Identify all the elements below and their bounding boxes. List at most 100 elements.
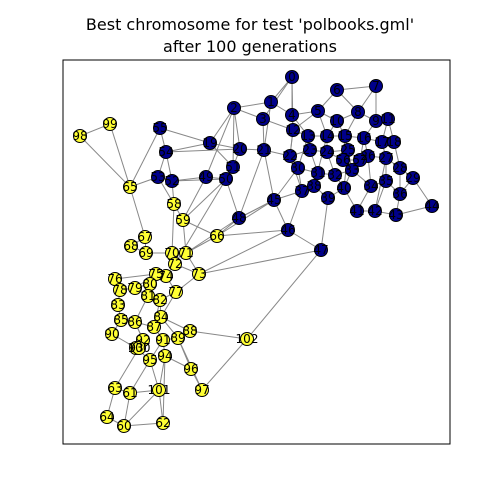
node-42 <box>368 204 382 218</box>
node-label-30: 30 <box>290 161 305 175</box>
node-1 <box>264 95 278 109</box>
node-14 <box>320 129 334 143</box>
node-6 <box>330 83 344 97</box>
node-label-1: 1 <box>267 95 275 109</box>
node-23 <box>303 143 317 157</box>
node-29 <box>406 171 420 185</box>
node-label-10: 10 <box>329 114 344 128</box>
node-85 <box>114 313 128 327</box>
node-label-102: 102 <box>236 332 259 346</box>
node-label-44: 44 <box>424 199 439 213</box>
edge-1-21 <box>263 101 272 151</box>
node-95 <box>143 353 157 367</box>
node-label-66: 66 <box>209 229 224 243</box>
node-12 <box>286 123 300 137</box>
node-label-3: 3 <box>259 112 267 126</box>
node-18 <box>387 135 401 149</box>
node-22 <box>283 149 297 163</box>
node-label-22: 22 <box>282 149 297 163</box>
node-label-58: 58 <box>166 197 181 211</box>
node-label-98: 98 <box>72 129 87 143</box>
node-label-96: 96 <box>183 362 198 376</box>
node-37 <box>295 184 309 198</box>
node-7 <box>369 79 383 93</box>
node-label-0: 0 <box>288 70 296 84</box>
node-35 <box>379 174 393 188</box>
node-86 <box>128 315 142 329</box>
node-label-61: 61 <box>122 386 137 400</box>
node-label-75: 75 <box>148 267 163 281</box>
node-label-5: 5 <box>314 104 322 118</box>
edge-21-48 <box>238 149 265 219</box>
edge-52-50 <box>171 178 227 182</box>
node-24 <box>320 145 334 159</box>
node-31 <box>311 166 325 180</box>
node-label-73: 73 <box>191 267 206 281</box>
node-label-70: 70 <box>164 246 179 260</box>
node-label-56: 56 <box>335 153 350 167</box>
node-8 <box>351 105 365 119</box>
node-label-71: 71 <box>178 246 193 260</box>
node-68 <box>124 239 138 253</box>
node-11 <box>381 112 395 126</box>
node-96 <box>184 362 198 376</box>
node-10 <box>330 114 344 128</box>
node-100 <box>132 341 146 355</box>
node-51 <box>226 160 240 174</box>
edge-97-102 <box>201 338 248 391</box>
edge-2-19 <box>209 107 235 144</box>
node-2 <box>227 101 241 115</box>
node-94 <box>158 349 172 363</box>
node-label-83: 83 <box>110 298 125 312</box>
node-27 <box>379 151 393 165</box>
node-38 <box>307 179 321 193</box>
node-label-84: 84 <box>153 310 168 324</box>
node-label-54: 54 <box>158 145 173 159</box>
node-label-77: 77 <box>168 285 183 299</box>
node-15 <box>338 129 352 143</box>
node-label-101: 101 <box>148 383 171 397</box>
edge-39-47 <box>320 197 329 251</box>
edge-88-102 <box>189 330 248 340</box>
node-78 <box>113 283 127 297</box>
node-label-79: 79 <box>127 281 142 295</box>
node-label-31: 31 <box>310 166 325 180</box>
node-30 <box>291 161 305 175</box>
node-89 <box>171 331 185 345</box>
node-label-48: 48 <box>231 211 246 225</box>
node-label-27: 27 <box>378 151 393 165</box>
node-label-81: 81 <box>140 289 155 303</box>
node-49 <box>199 170 213 184</box>
node-label-13: 13 <box>300 129 315 143</box>
node-label-93: 93 <box>128 341 143 355</box>
edge-2-51 <box>232 107 235 168</box>
node-label-78: 78 <box>112 283 127 297</box>
node-99 <box>103 117 117 131</box>
node-102 <box>240 332 254 346</box>
node-39 <box>321 191 335 205</box>
node-label-100: 100 <box>128 341 151 355</box>
node-label-87: 87 <box>146 320 161 334</box>
node-label-99: 99 <box>102 117 117 131</box>
node-label-80: 80 <box>142 277 157 291</box>
node-label-29: 29 <box>405 171 420 185</box>
node-65 <box>123 180 137 194</box>
node-label-38: 38 <box>306 179 321 193</box>
node-label-59: 59 <box>175 213 190 227</box>
node-label-4: 4 <box>288 108 296 122</box>
chart-title-line-2: after 100 generations <box>163 37 337 56</box>
node-20 <box>233 142 247 156</box>
node-45 <box>267 193 281 207</box>
node-label-67: 67 <box>137 230 152 244</box>
node-87 <box>147 320 161 334</box>
edge-49-2 <box>205 107 235 178</box>
node-72 <box>168 257 182 271</box>
node-label-45: 45 <box>266 193 281 207</box>
node-48 <box>232 211 246 225</box>
node-101 <box>152 383 166 397</box>
node-98 <box>73 129 87 143</box>
node-label-94: 94 <box>157 349 172 363</box>
node-label-74: 74 <box>158 269 173 283</box>
